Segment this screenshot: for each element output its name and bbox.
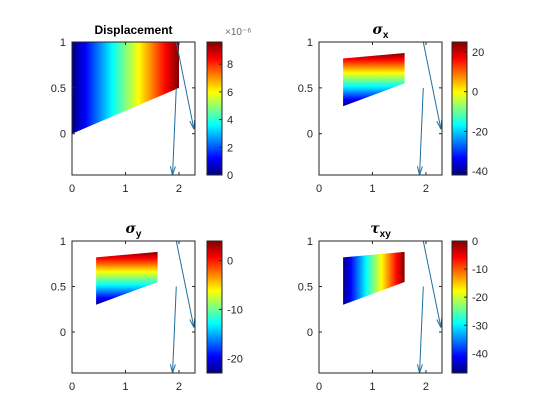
colorbar-tick-label: 20 (472, 47, 484, 59)
y-tick-label: 0 (60, 327, 66, 339)
colorbar-tick-label: -20 (472, 292, 488, 304)
y-tick-label: 0.5 (51, 83, 66, 95)
x-tick-label: 2 (423, 381, 429, 393)
x-tick-label: 2 (176, 183, 182, 195)
colorbar-tick-label: 2 (227, 142, 233, 154)
subplot-4: 0 1 2 1 0.5 0 τxy 0 -10 -20 -30 -40 (298, 221, 488, 393)
load-arrow (169, 286, 177, 373)
stress-region (343, 251, 405, 305)
colorbar: 0 -10 -20 (206, 240, 243, 374)
colorbar-tick-label: 6 (227, 87, 233, 99)
x-tick-label: 1 (369, 183, 375, 195)
x-tick-label: 0 (69, 381, 75, 393)
subplot-title: σx (373, 22, 389, 41)
colorbar-box (451, 41, 468, 176)
y-tick-label: 0.5 (298, 83, 313, 95)
colorbar-tick-label: -10 (227, 304, 243, 316)
axes-box (71, 41, 196, 176)
colorbar-tick-label: -40 (472, 348, 488, 360)
colorbar-fill (207, 42, 222, 175)
y-tick-label: 0 (60, 129, 66, 141)
stress-region (72, 42, 179, 134)
subplot-3: 0 1 2 1 0.5 0 σy 0 -10 -20 (51, 221, 243, 393)
x-tick-label: 0 (69, 183, 75, 195)
colorbar-box (451, 240, 468, 374)
y-tick-label: 0.5 (51, 282, 66, 294)
y-tick-label: 1 (307, 37, 313, 49)
colorbar-box (206, 41, 223, 176)
x-tick-label: 2 (423, 183, 429, 195)
load-arrow (416, 87, 424, 175)
x-tick-label: 1 (122, 183, 128, 195)
load-arrow (169, 87, 177, 175)
colorbar-tick-label: 4 (227, 115, 233, 127)
axes-box (71, 240, 196, 374)
colorbar: 20 0 -20 -40 (451, 41, 488, 178)
x-tick-label: 0 (316, 381, 322, 393)
subplot-1: 0 1 2 1 0.5 0 Displacement 8 6 4 2 0 ×10⁻⁶ (51, 23, 252, 195)
subplot-title: τxy (370, 221, 391, 240)
colorbar-tick-label: -30 (472, 320, 488, 332)
colorbar-tick-label: 0 (227, 256, 233, 268)
axes-box (318, 240, 443, 374)
y-tick-label: 1 (307, 236, 313, 248)
colorbar-tick-label: 8 (227, 59, 233, 71)
subplot-2: 0 1 2 1 0.5 0 σx 20 0 -20 -40 (298, 22, 488, 195)
colorbar-box (206, 240, 223, 374)
colorbar-tick-label: -20 (472, 126, 488, 138)
colorbar-multiplier: ×10⁻⁶ (225, 27, 251, 38)
colorbar: 8 6 4 2 0 ×10⁻⁶ (206, 27, 251, 182)
y-tick-label: 0 (307, 129, 313, 141)
y-tick-label: 1 (60, 236, 66, 248)
x-tick-label: 2 (176, 381, 182, 393)
y-tick-label: 1 (60, 37, 66, 49)
colorbar-fill (452, 42, 467, 175)
load-arrow (416, 286, 424, 373)
stress-region (343, 53, 405, 107)
y-tick-label: 0 (307, 327, 313, 339)
x-tick-label: 1 (122, 381, 128, 393)
colorbar-tick-label: -10 (472, 264, 488, 276)
colorbar-tick-label: -40 (472, 166, 488, 178)
y-tick-label: 0.5 (298, 282, 313, 294)
colorbar-tick-label: 0 (472, 236, 478, 248)
stress-region (96, 251, 158, 305)
subplot-title: Displacement (94, 23, 172, 37)
colorbar: 0 -10 -20 -30 -40 (451, 236, 488, 374)
colorbar-fill (452, 241, 467, 373)
colorbar-tick-label: 0 (227, 170, 233, 182)
x-tick-label: 0 (316, 183, 322, 195)
axes-box (318, 41, 443, 176)
subplot-title: σy (126, 221, 142, 240)
x-tick-label: 1 (369, 381, 375, 393)
colorbar-tick-label: 0 (472, 87, 478, 99)
colorbar-tick-label: -20 (227, 353, 243, 365)
colorbar-fill (207, 241, 222, 373)
